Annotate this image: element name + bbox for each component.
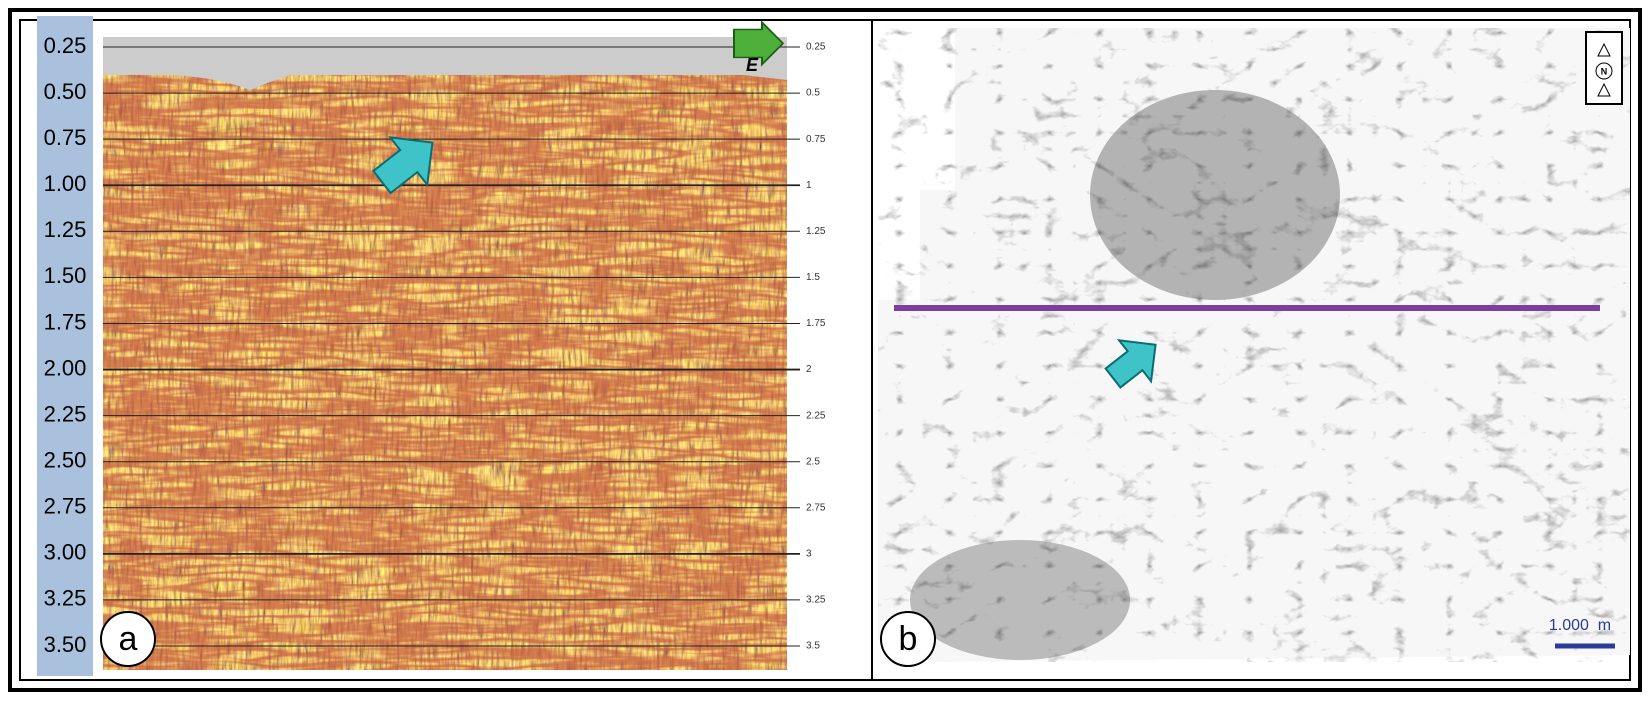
time-label-right: 1.5 bbox=[806, 272, 820, 283]
time-label-right: 0.75 bbox=[806, 134, 826, 145]
chaotic-zone bbox=[910, 540, 1130, 660]
time-label-left: 0.50 bbox=[44, 79, 87, 104]
time-label-right: 2.25 bbox=[806, 410, 826, 421]
time-label-left: 2.75 bbox=[44, 494, 87, 519]
time-label-left: 1.00 bbox=[44, 171, 87, 196]
time-label-right: 3.25 bbox=[806, 595, 826, 606]
north-circle bbox=[1595, 62, 1613, 80]
time-label-right: 0.5 bbox=[806, 88, 820, 99]
time-label-left: 1.50 bbox=[44, 263, 87, 288]
direction-arrow bbox=[733, 20, 785, 67]
panel-label: a bbox=[119, 620, 138, 658]
time-label-right: 2.75 bbox=[806, 502, 826, 513]
panel-label-circle bbox=[100, 611, 156, 667]
panel-b: N 1.000 m b bbox=[878, 28, 1630, 667]
scale-bar-label: 1.000 m bbox=[1549, 617, 1611, 634]
time-label-right: 1.25 bbox=[806, 226, 826, 237]
time-label-right: 2.5 bbox=[806, 456, 820, 467]
chaotic-zone bbox=[1090, 90, 1340, 300]
time-label-right: 0.25 bbox=[806, 42, 826, 53]
time-label-right: 2 bbox=[806, 364, 812, 375]
time-label-left: 2.50 bbox=[44, 448, 87, 473]
north-arrow bbox=[1597, 42, 1611, 97]
time-label-left: 0.75 bbox=[44, 125, 87, 150]
time-label-right: 1 bbox=[806, 180, 812, 191]
panel-a: 0.250.500.751.001.251.501.752.002.252.50… bbox=[37, 16, 826, 676]
direction-label: E bbox=[746, 55, 759, 75]
highlight-arrow bbox=[371, 136, 434, 195]
seismic-reflectors bbox=[103, 75, 787, 670]
panel-label-circle bbox=[880, 611, 936, 667]
time-label-left: 3.25 bbox=[44, 586, 87, 611]
north-label: N bbox=[1601, 66, 1608, 76]
time-label-left: 1.25 bbox=[44, 217, 87, 242]
axis-strip bbox=[37, 16, 93, 676]
topography-mask bbox=[103, 37, 787, 90]
time-label-left: 3.50 bbox=[44, 632, 87, 657]
coherence-slice bbox=[878, 28, 1630, 662]
time-label-left: 2.25 bbox=[44, 401, 87, 426]
time-label-right: 1.75 bbox=[806, 318, 826, 329]
time-label-left: 2.00 bbox=[44, 355, 87, 380]
time-label-right: 3 bbox=[806, 548, 812, 559]
outer-border bbox=[8, 8, 1642, 692]
panel-label: b bbox=[899, 620, 918, 658]
highlight-arrow bbox=[1104, 338, 1157, 389]
time-label-left: 1.75 bbox=[44, 309, 87, 334]
time-label-right: 3.5 bbox=[806, 641, 820, 652]
time-label-left: 3.00 bbox=[44, 540, 87, 565]
time-label-left: 0.25 bbox=[44, 33, 87, 58]
